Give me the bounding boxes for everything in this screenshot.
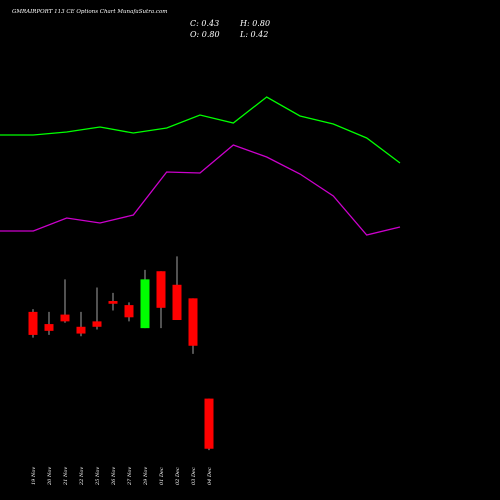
x-tick-label: 29 Nov [143,467,149,486]
candle-body [156,271,166,308]
low-label: L: 0.42 [239,30,268,39]
close-label: C: 0.43 [190,19,219,28]
high-label: H: 0.80 [239,19,270,28]
candle [204,398,214,451]
candle-body [172,284,182,321]
candle [28,309,38,338]
candle [156,271,166,329]
indicator-line-1 [0,96,401,164]
x-tick-label: 04 Dec [207,467,213,485]
candle-body [60,314,70,322]
candle-body [44,324,54,331]
x-axis-ticks: 19 Nov 20 Nov 21 Nov 22 Nov 25 Nov 26 Nov 27 N… [31,467,213,486]
x-tick-label: 03 Dec [191,467,197,485]
candle [124,302,134,322]
candles [28,256,214,451]
candle-body [124,305,134,318]
x-tick-label: 25 Nov [95,467,101,486]
chart-title: GMRAIRPORT 113 CE Options Chart MunafaSu… [12,9,167,15]
indicator-line-2 [0,144,401,236]
candle-body [188,298,198,346]
candle [76,311,86,337]
candle [172,256,182,321]
x-tick-label: 22 Nov [79,467,85,486]
candle [140,269,150,329]
candle-body [28,311,38,335]
x-tick-label: 01 Dec [159,467,165,485]
candle [108,292,118,311]
x-tick-label: 21 Nov [63,467,69,486]
x-tick-label: 20 Nov [47,467,53,486]
x-tick-label: 02 Dec [175,467,181,485]
x-tick-label: 26 Nov [111,467,117,486]
candle-body [140,279,150,329]
open-label: O: 0.80 [190,30,220,39]
x-tick-label: 27 Nov [127,467,133,486]
candle [188,298,198,354]
candle-body [108,301,118,304]
candle-body [92,321,102,327]
candle-body [76,326,86,334]
candle [92,287,102,330]
candle [44,311,54,335]
candle-body [204,398,214,449]
indicator-lines [0,96,401,236]
candle [60,279,70,323]
x-tick-label: 19 Nov [31,467,37,485]
